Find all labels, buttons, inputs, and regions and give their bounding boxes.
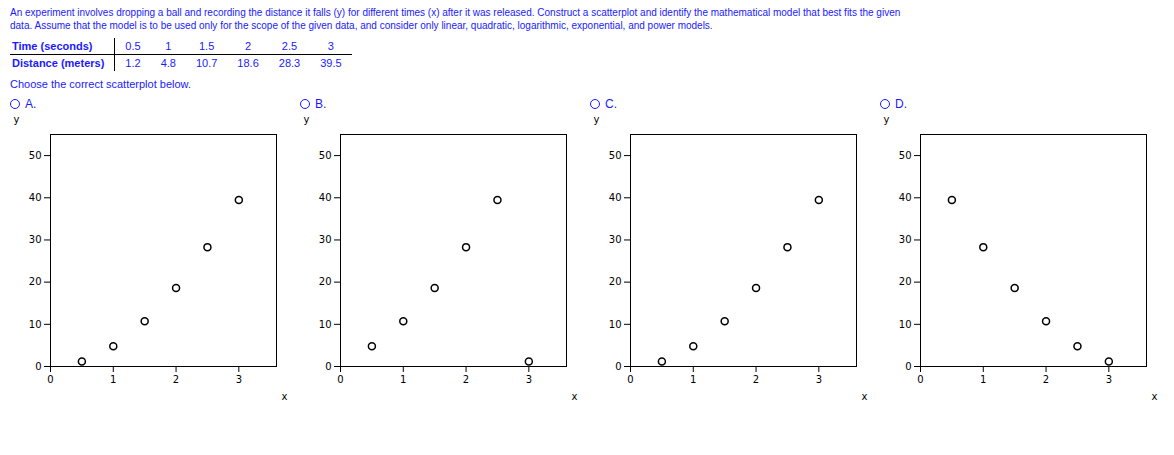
svg-text:x: x (572, 391, 578, 402)
svg-text:2: 2 (1043, 374, 1049, 385)
svg-text:40: 40 (29, 192, 42, 203)
svg-text:20: 20 (609, 276, 622, 287)
svg-text:30: 30 (609, 234, 622, 245)
svg-text:0: 0 (47, 374, 53, 385)
svg-text:10: 10 (609, 319, 622, 330)
svg-text:x: x (1152, 391, 1158, 402)
svg-text:0: 0 (917, 374, 923, 385)
svg-text:1: 1 (110, 374, 116, 385)
svg-text:50: 50 (899, 150, 912, 161)
svg-text:10: 10 (29, 319, 42, 330)
svg-text:50: 50 (609, 150, 622, 161)
svg-text:x: x (282, 391, 288, 402)
svg-text:2: 2 (753, 374, 759, 385)
svg-text:20: 20 (29, 276, 42, 287)
svg-text:50: 50 (319, 150, 332, 161)
svg-text:x: x (862, 391, 868, 402)
html-text:Distance (meters): Distance (meters) (12, 57, 105, 69)
svg-text:20: 20 (319, 276, 332, 287)
svg-text:0: 0 (615, 361, 621, 372)
html-text:0.5: 0.5 (125, 40, 141, 52)
html-text:1.5: 1.5 (199, 40, 215, 52)
svg-text:1: 1 (400, 374, 406, 385)
html-text:A.: A. (25, 97, 37, 111)
svg-text:40: 40 (899, 192, 912, 203)
svg-text:2: 2 (463, 374, 469, 385)
svg-text:40: 40 (609, 192, 622, 203)
svg-text:y: y (594, 114, 600, 125)
html-text:An experiment involves droppin: An experiment involves dropping a ball a… (10, 7, 901, 18)
svg-text:30: 30 (29, 234, 42, 245)
svg-text:0: 0 (337, 374, 343, 385)
html-text:Time (seconds): Time (seconds) (12, 40, 93, 52)
html-text:Choose the correct scatterplot: Choose the correct scatterplot below. (10, 78, 191, 90)
svg-text:y: y (884, 114, 890, 125)
html-text:C.: C. (605, 97, 617, 111)
html-text:4.8: 4.8 (160, 57, 176, 69)
html-text:3: 3 (327, 40, 334, 52)
html-text:39.5: 39.5 (320, 57, 342, 69)
html-text:D.: D. (895, 97, 907, 111)
svg-text:10: 10 (899, 319, 912, 330)
html-text:1.2: 1.2 (125, 57, 141, 69)
svg-text:30: 30 (899, 234, 912, 245)
html-text:2.5: 2.5 (281, 40, 298, 52)
html-text:B.: B. (315, 97, 327, 111)
html-text:28.3: 28.3 (278, 57, 301, 69)
svg-text:30: 30 (319, 234, 332, 245)
svg-text:40: 40 (319, 192, 332, 203)
svg-text:0: 0 (627, 374, 633, 385)
svg-text:3: 3 (526, 374, 532, 385)
html-text:18.6: 18.6 (237, 57, 259, 69)
svg-text:y: y (304, 114, 310, 125)
svg-text:3: 3 (816, 374, 822, 385)
html-text:1: 1 (165, 40, 172, 52)
svg-text:3: 3 (1106, 374, 1112, 385)
svg-text:1: 1 (690, 374, 696, 385)
html-text:2: 2 (245, 40, 252, 52)
svg-text:0: 0 (905, 361, 911, 372)
svg-text:10: 10 (319, 319, 332, 330)
svg-text:3: 3 (236, 374, 242, 385)
svg-text:y: y (14, 114, 20, 125)
svg-text:1: 1 (980, 374, 986, 385)
svg-text:0: 0 (35, 361, 41, 372)
html-text:10.7: 10.7 (195, 57, 218, 69)
html-text:data. Assume that the model is: data. Assume that the model is to be use… (10, 20, 713, 31)
svg-text:0: 0 (325, 361, 331, 372)
svg-text:50: 50 (29, 150, 42, 161)
svg-text:20: 20 (899, 276, 912, 287)
svg-text:2: 2 (173, 374, 179, 385)
